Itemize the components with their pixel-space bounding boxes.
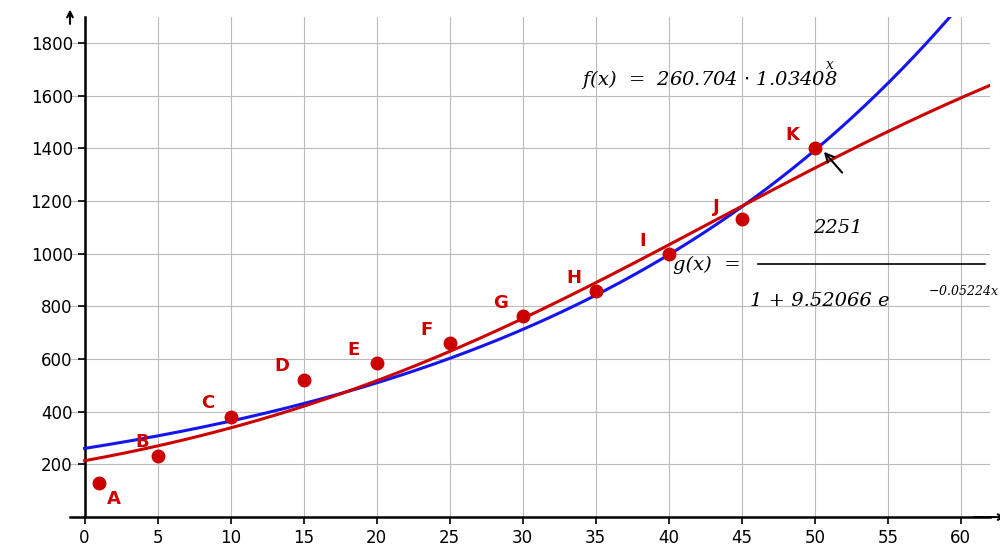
Text: g(x)  =: g(x) = (673, 255, 740, 274)
Text: J: J (713, 197, 719, 216)
Text: E: E (347, 341, 360, 359)
Text: D: D (274, 358, 289, 375)
Text: I: I (640, 232, 646, 250)
Text: G: G (493, 295, 508, 312)
Text: $-$0.05224x: $-$0.05224x (928, 285, 999, 299)
Text: A: A (107, 490, 120, 508)
Text: C: C (201, 394, 215, 412)
Text: K: K (786, 126, 799, 145)
Text: 1 + 9.52066 e: 1 + 9.52066 e (750, 292, 890, 310)
Text: 2251: 2251 (813, 219, 863, 237)
Text: H: H (567, 269, 582, 287)
Text: x: x (826, 58, 834, 72)
Text: f(x)  =  260.704 $\cdot$ 1.03408: f(x) = 260.704 $\cdot$ 1.03408 (581, 68, 838, 91)
Text: B: B (136, 433, 149, 451)
Text: F: F (420, 321, 433, 339)
